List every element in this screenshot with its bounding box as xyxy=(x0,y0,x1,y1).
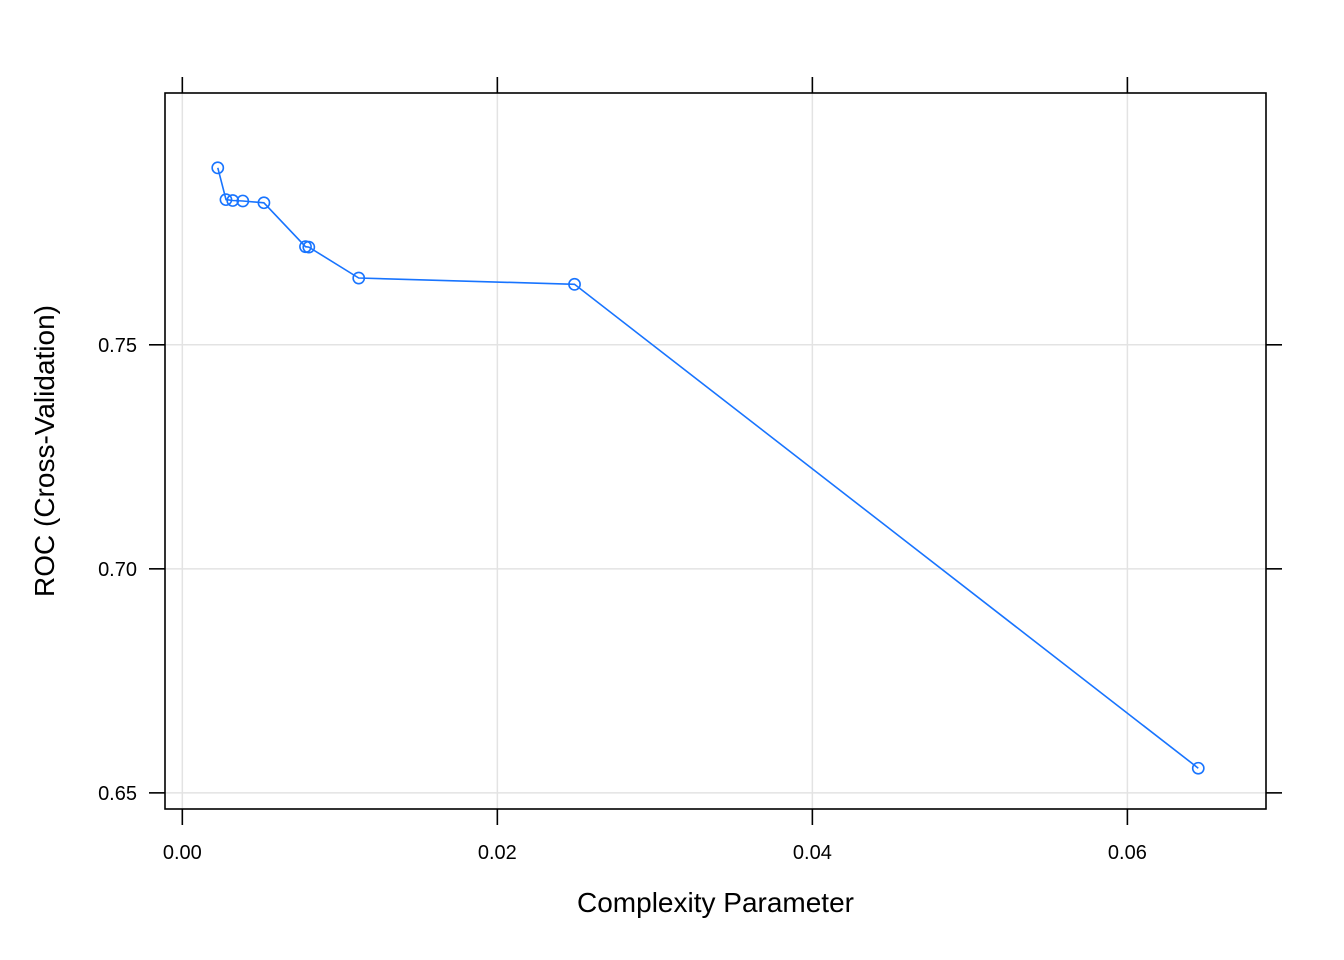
y-tick-label: 0.65 xyxy=(98,783,137,805)
series-line xyxy=(217,167,1199,769)
y-tick-label: 0.75 xyxy=(98,335,137,357)
data-point xyxy=(1191,761,1205,775)
data-point xyxy=(236,194,250,208)
data-point xyxy=(257,196,271,210)
x-tick-label: 0.04 xyxy=(793,842,832,864)
grid-lines xyxy=(165,93,1266,809)
x-axis-title: Complexity Parameter xyxy=(577,887,854,918)
y-axis-title: ROC (Cross-Validation) xyxy=(29,305,60,597)
data-point xyxy=(302,240,316,254)
data-point xyxy=(226,194,240,207)
plot-area-frame xyxy=(164,92,1267,810)
data-point xyxy=(219,193,233,207)
data-point xyxy=(568,277,581,291)
x-tick-label: 0.02 xyxy=(478,842,517,864)
x-tick-label: 0.06 xyxy=(1108,842,1147,864)
data-point xyxy=(211,161,225,175)
y-tick-label: 0.70 xyxy=(98,559,137,581)
data-point xyxy=(352,271,366,285)
x-tick-label: 0.00 xyxy=(163,842,202,864)
data-series xyxy=(211,161,1205,775)
axis-ticks: 0.00 0.02 0.04 0.06 0.65 0.70 0.75 xyxy=(98,77,1282,864)
